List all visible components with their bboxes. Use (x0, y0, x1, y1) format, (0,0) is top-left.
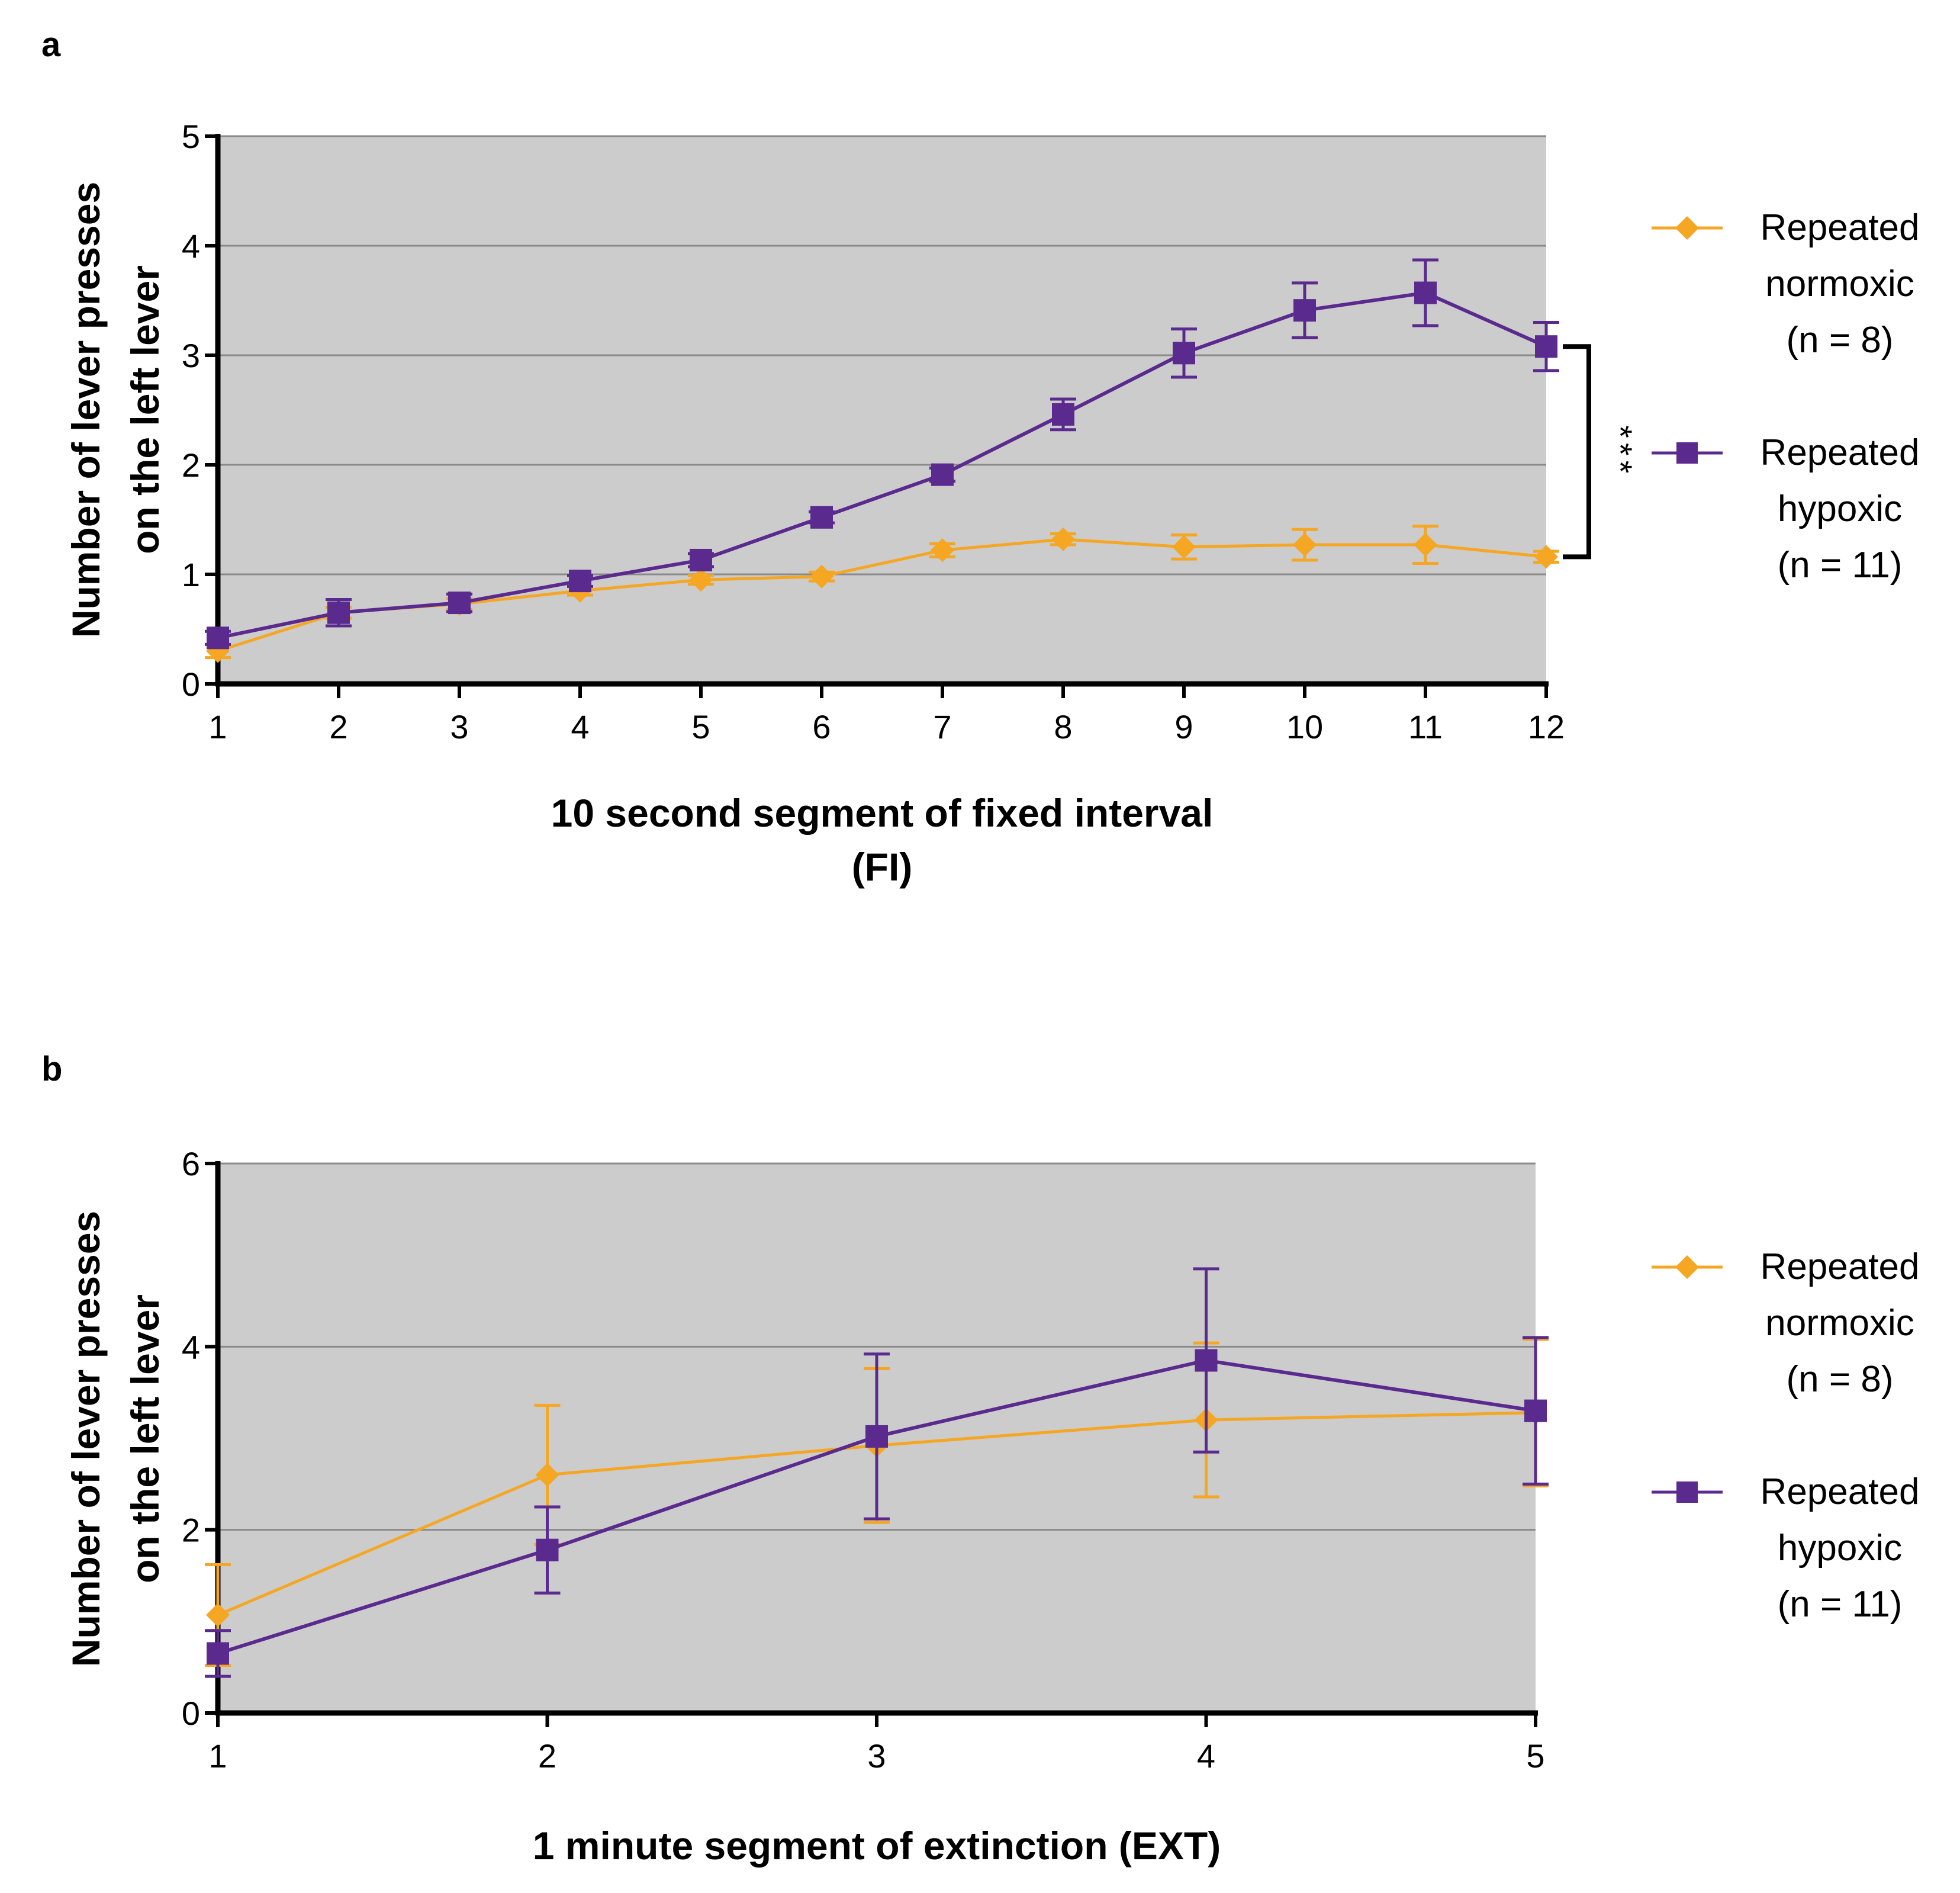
y-tick-label: 5 (182, 118, 200, 155)
y-tick-label: 6 (182, 1145, 200, 1182)
y-tick-label: 2 (182, 446, 200, 484)
data-point-normoxic (1534, 545, 1558, 569)
data-point-hypoxic (690, 548, 712, 571)
data-point-hypoxic (1195, 1349, 1218, 1372)
legend-label-hypoxic: Repeated (1761, 432, 1920, 473)
y-axis-title: on the left lever (123, 1294, 167, 1583)
y-tick-label: 2 (182, 1512, 200, 1549)
data-point-normoxic (206, 1603, 230, 1627)
x-tick-label: 5 (1526, 1737, 1544, 1775)
x-tick-label: 8 (1054, 708, 1072, 745)
legend-label-normoxic: normoxic (1765, 263, 1914, 304)
x-tick-label: 1 (208, 708, 227, 745)
data-point-hypoxic (1524, 1399, 1547, 1422)
data-point-normoxic (810, 564, 833, 589)
data-point-hypoxic (207, 626, 229, 650)
y-axis-title: on the left lever (123, 265, 167, 554)
series-line-hypoxic (217, 291, 1547, 640)
data-point-hypoxic (865, 1425, 888, 1448)
legend-label-normoxic: normoxic (1765, 1303, 1914, 1344)
data-point-normoxic (1051, 527, 1075, 551)
legend-label-normoxic: (n = 8) (1787, 1359, 1894, 1400)
data-point-normoxic (1172, 535, 1196, 559)
x-tick-label: 5 (691, 708, 710, 745)
x-tick-label: 3 (867, 1737, 886, 1775)
data-point-normoxic (931, 538, 954, 563)
plot-background (218, 136, 1546, 684)
data-point-hypoxic (327, 601, 350, 624)
y-axis-title: Number of lever presses (64, 182, 108, 638)
legend-marker-normoxic (1675, 1255, 1699, 1279)
data-point-hypoxic (1293, 299, 1316, 322)
data-point-normoxic (1293, 533, 1317, 557)
legend-label-normoxic: Repeated (1761, 1246, 1920, 1287)
legend-label-hypoxic: hypoxic (1778, 1528, 1902, 1569)
x-tick-label: 9 (1174, 708, 1193, 745)
legend-label-normoxic: (n = 8) (1787, 320, 1894, 361)
data-point-hypoxic (207, 1642, 229, 1665)
significance-bracket (1563, 344, 1591, 560)
x-tick-label: 7 (933, 708, 951, 745)
data-point-hypoxic (810, 506, 833, 529)
data-point-normoxic (535, 1463, 559, 1487)
x-tick-label: 4 (1197, 1737, 1215, 1775)
y-tick-label: 1 (182, 556, 200, 593)
data-point-hypoxic (1052, 403, 1074, 426)
data-point-hypoxic (569, 570, 591, 593)
data-point-hypoxic (1173, 342, 1195, 365)
significance-label: *** (1602, 425, 1639, 478)
panel-label: a (41, 25, 61, 64)
legend-marker-hypoxic (1676, 1481, 1698, 1503)
y-axis-title: Number of lever presses (64, 1211, 108, 1667)
legend-label-hypoxic: (n = 11) (1778, 545, 1903, 586)
y-tick-label: 4 (182, 227, 200, 265)
x-tick-label: 2 (329, 708, 347, 745)
legend-marker-hypoxic (1676, 442, 1698, 464)
x-tick-label: 6 (812, 708, 831, 745)
x-tick-label: 1 (208, 1737, 227, 1775)
legend-marker-normoxic (1675, 216, 1699, 240)
y-tick-label: 0 (182, 666, 200, 703)
data-point-hypoxic (931, 463, 954, 486)
y-tick-label: 0 (182, 1695, 200, 1732)
data-point-hypoxic (1535, 335, 1557, 358)
data-point-normoxic (1414, 533, 1437, 557)
legend-label-normoxic: Repeated (1761, 207, 1920, 248)
x-tick-label: 12 (1528, 708, 1565, 745)
data-point-normoxic (689, 568, 713, 592)
legend-label-hypoxic: hypoxic (1778, 488, 1902, 529)
panel-label: b (41, 1050, 62, 1088)
y-tick-label: 4 (182, 1328, 200, 1365)
y-tick-label: 3 (182, 337, 200, 374)
x-axis-title: 10 second segment of fixed interval (551, 791, 1214, 835)
legend-label-hypoxic: (n = 11) (1778, 1584, 1903, 1625)
x-tick-label: 4 (571, 708, 589, 745)
x-axis-title: (FI) (852, 845, 913, 889)
legend-label-hypoxic: Repeated (1761, 1471, 1920, 1512)
x-tick-label: 10 (1286, 708, 1323, 745)
x-tick-label: 3 (450, 708, 468, 745)
x-axis-title: 1 minute segment of extinction (EXT) (533, 1824, 1221, 1868)
panel-b: b 0 2 4 6 1 2 3 4 5 1 minute segment of extinction… (41, 1050, 1919, 1868)
data-point-hypoxic (1414, 281, 1437, 304)
data-point-hypoxic (536, 1538, 559, 1561)
x-tick-label: 11 (1408, 708, 1443, 745)
data-point-hypoxic (448, 592, 471, 615)
x-tick-label: 2 (538, 1737, 556, 1775)
